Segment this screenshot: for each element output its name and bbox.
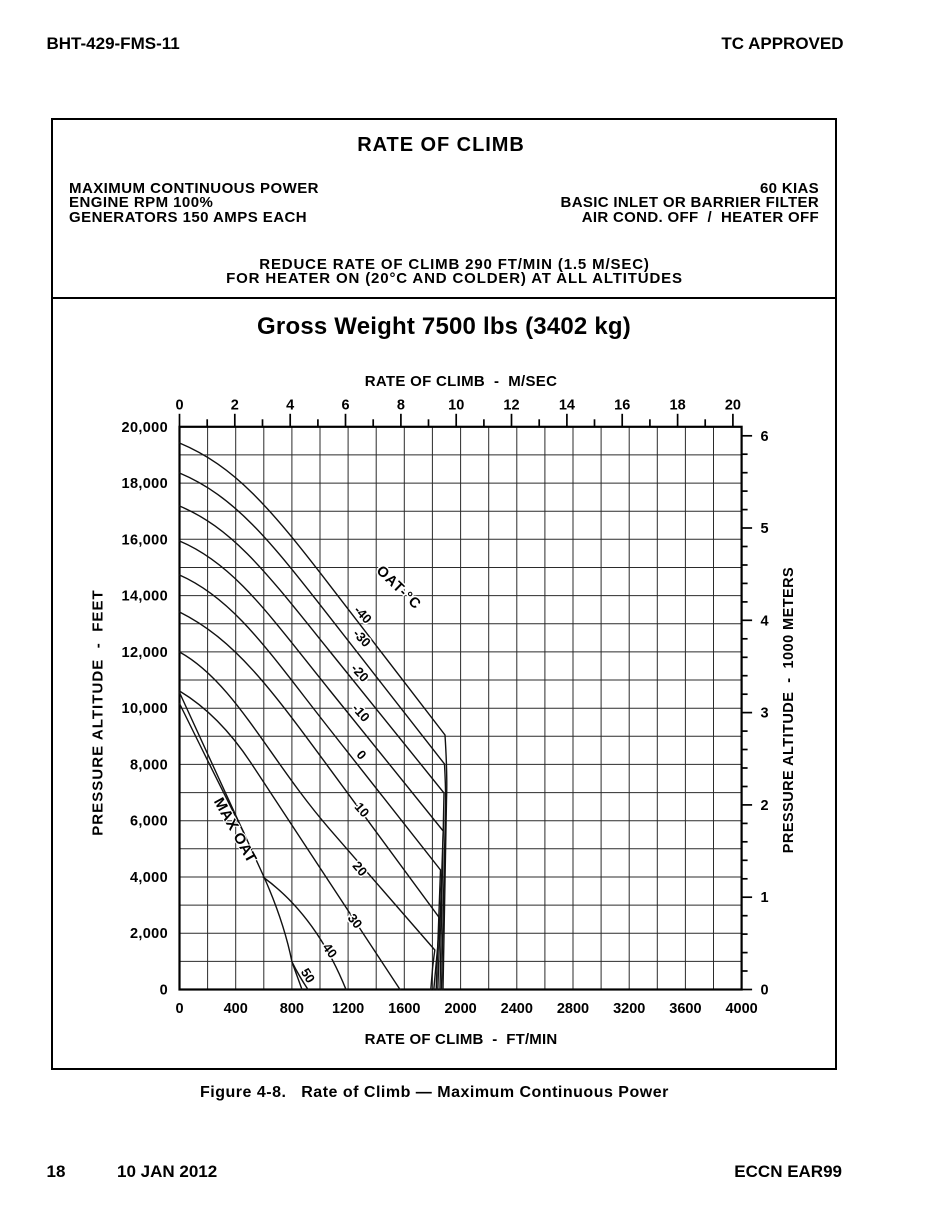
svg-text:MAX OAT: MAX OAT: [210, 795, 260, 866]
svg-text:2400: 2400: [501, 1001, 533, 1017]
svg-text:6,000: 6,000: [130, 814, 168, 830]
svg-text:2000: 2000: [444, 1001, 476, 1017]
svg-text:16,000: 16,000: [122, 532, 168, 548]
svg-text:4000: 4000: [725, 1001, 757, 1017]
svg-text:OAT-°C: OAT-°C: [373, 563, 424, 613]
svg-text:18: 18: [670, 397, 686, 413]
svg-text:400: 400: [224, 1001, 248, 1017]
svg-text:1200: 1200: [332, 1001, 364, 1017]
svg-text:20: 20: [350, 858, 371, 879]
svg-text:14,000: 14,000: [122, 589, 168, 605]
svg-text:18,000: 18,000: [122, 476, 168, 492]
svg-text:5: 5: [761, 521, 769, 537]
svg-text:0: 0: [175, 397, 183, 413]
svg-text:0: 0: [761, 983, 769, 999]
svg-text:-40: -40: [351, 603, 375, 627]
svg-text:-10: -10: [349, 701, 373, 725]
svg-text:20: 20: [725, 397, 741, 413]
svg-text:20,000: 20,000: [122, 420, 168, 436]
svg-text:2: 2: [761, 798, 769, 814]
svg-text:800: 800: [280, 1001, 304, 1017]
svg-text:2,000: 2,000: [130, 926, 168, 942]
svg-text:1600: 1600: [388, 1001, 420, 1017]
svg-text:2800: 2800: [557, 1001, 589, 1017]
svg-text:0: 0: [175, 1001, 183, 1017]
svg-text:0: 0: [160, 983, 168, 999]
svg-text:-20: -20: [348, 661, 372, 685]
svg-text:4,000: 4,000: [130, 870, 168, 886]
svg-text:12: 12: [503, 397, 519, 413]
svg-text:8,000: 8,000: [130, 757, 168, 773]
svg-text:6: 6: [341, 397, 349, 413]
svg-text:0: 0: [354, 747, 370, 762]
svg-text:50: 50: [298, 965, 318, 985]
svg-text:12,000: 12,000: [122, 645, 168, 661]
svg-text:16: 16: [614, 397, 630, 413]
svg-text:2: 2: [231, 397, 239, 413]
svg-text:6: 6: [761, 429, 769, 445]
svg-text:4: 4: [761, 613, 769, 629]
svg-text:1: 1: [761, 890, 769, 906]
svg-text:10: 10: [448, 397, 464, 413]
svg-text:3600: 3600: [669, 1001, 701, 1017]
svg-text:4: 4: [286, 397, 294, 413]
svg-text:-30: -30: [350, 626, 374, 650]
svg-text:14: 14: [559, 397, 575, 413]
svg-text:10,000: 10,000: [122, 701, 168, 717]
svg-text:8: 8: [397, 397, 405, 413]
svg-text:3200: 3200: [613, 1001, 645, 1017]
svg-text:3: 3: [761, 706, 769, 722]
